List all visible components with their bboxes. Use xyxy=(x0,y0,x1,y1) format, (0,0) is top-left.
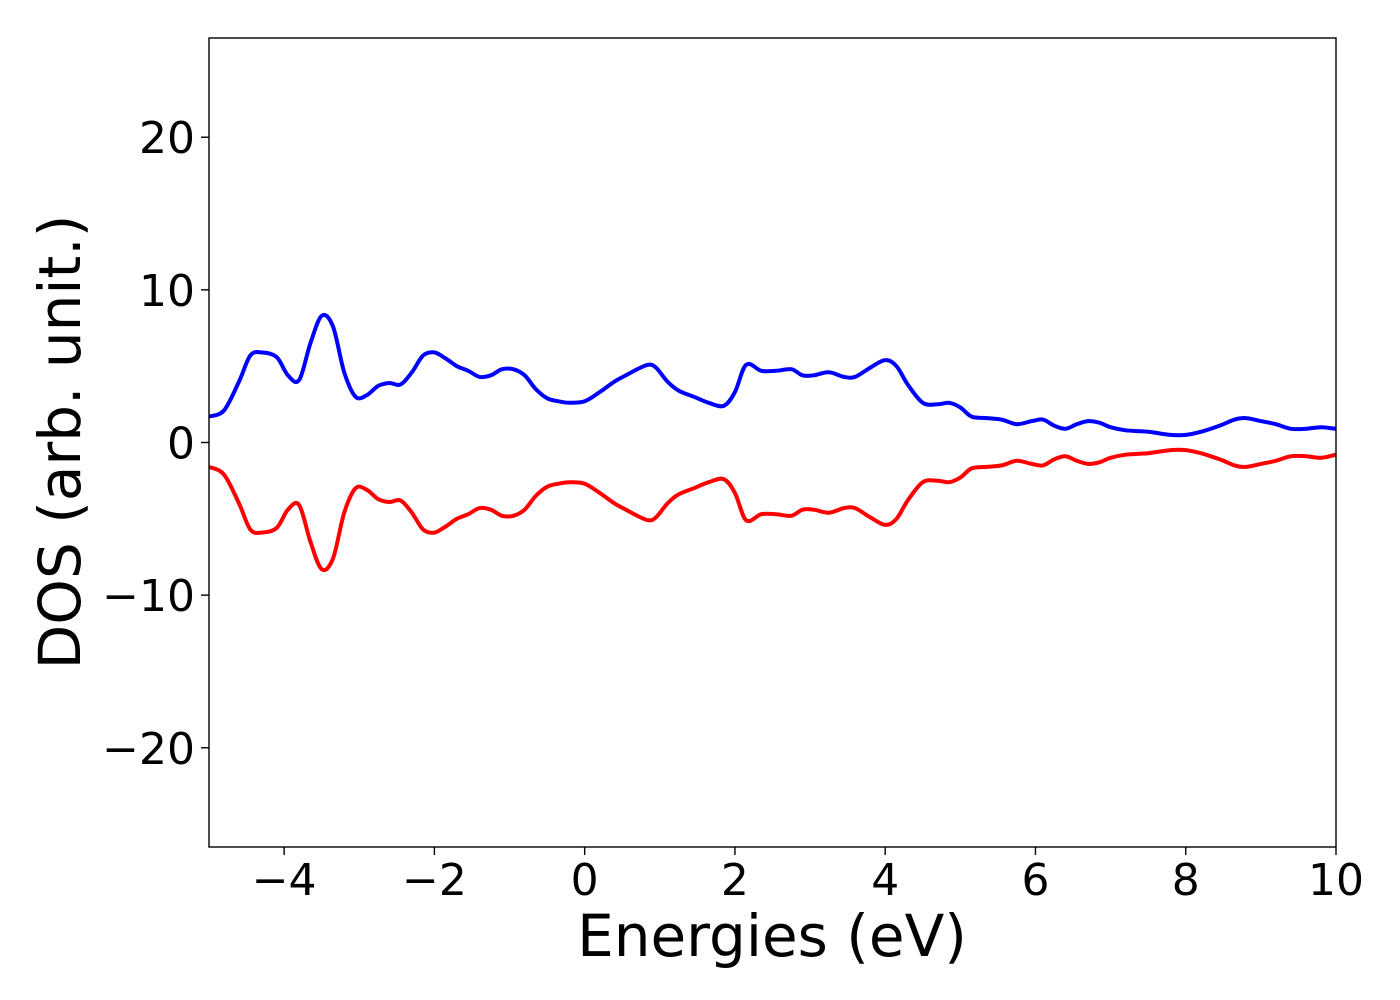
y-tick-label: −10 xyxy=(102,571,195,622)
x-axis: −4 −2 0 2 4 6 8 10 xyxy=(252,847,1364,906)
x-tick-label: 0 xyxy=(571,855,599,906)
x-tick-label: 2 xyxy=(721,855,749,906)
series-line-spin-down xyxy=(209,447,1336,573)
x-tick-label: 8 xyxy=(1172,855,1200,906)
x-tick-label: −2 xyxy=(402,855,467,906)
series-layer xyxy=(209,312,1336,573)
y-axis: 20 10 0 −10 −20 xyxy=(102,113,209,775)
x-tick-label: −4 xyxy=(252,855,317,906)
y-tick-label: 0 xyxy=(167,419,195,470)
x-tick-label: 6 xyxy=(1021,855,1049,906)
y-tick-label: −20 xyxy=(102,724,195,775)
series-line-spin-up xyxy=(209,312,1336,438)
x-tick-label: 4 xyxy=(871,855,899,906)
y-tick-label: 10 xyxy=(139,266,195,317)
x-axis-label: Energies (eV) xyxy=(577,902,967,970)
y-axis-label: DOS (arb. unit.) xyxy=(26,215,94,670)
plot-frame xyxy=(208,37,1337,848)
x-tick-label: 10 xyxy=(1308,855,1364,906)
y-tick-label: 20 xyxy=(139,113,195,164)
